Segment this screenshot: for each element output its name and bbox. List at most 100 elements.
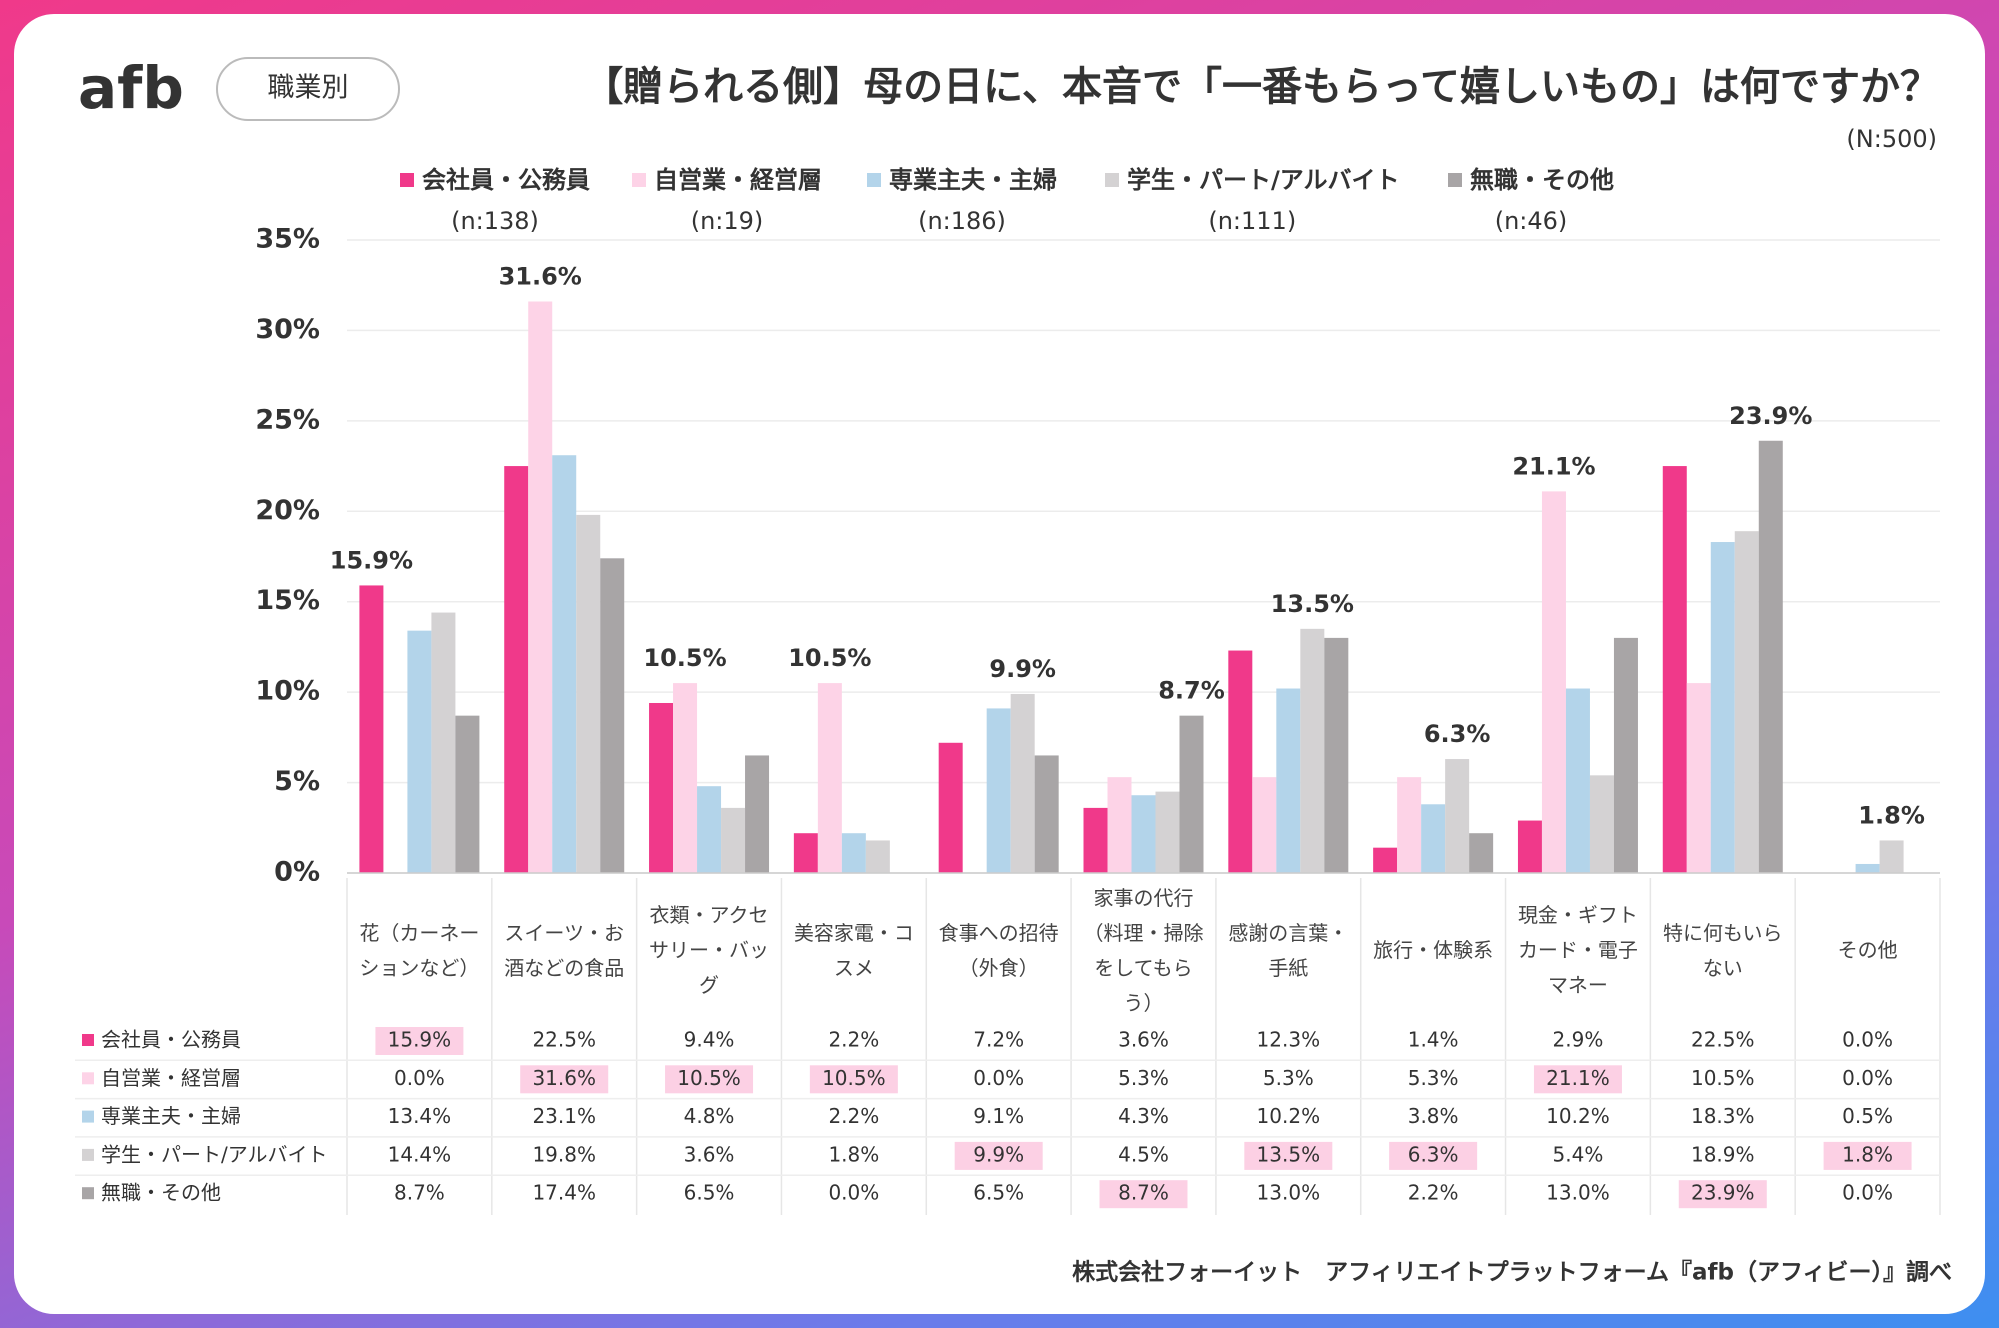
table-cell: 5.3% (1408, 1066, 1459, 1090)
bar (841, 833, 866, 873)
bar (1662, 466, 1687, 873)
x-tick-label: 衣類・アクセサリー・バッグ (649, 903, 770, 997)
table-cell: 15.9% (388, 1028, 452, 1052)
bar (1010, 693, 1035, 873)
table-cell: 12.3% (1257, 1028, 1321, 1052)
table-cell: 2.2% (828, 1104, 879, 1128)
y-tick-label: 35% (255, 224, 320, 255)
bar (793, 833, 818, 873)
cell-highlight (954, 1141, 1043, 1170)
bar (986, 708, 1011, 873)
cell-highlight (1244, 1141, 1333, 1170)
bar (1710, 542, 1735, 873)
row-label: 自営業・経営層 (101, 1066, 241, 1090)
legend-label: 自営業・経営層 (654, 166, 822, 194)
cell-highlight (1823, 1141, 1912, 1170)
category-box: 特に何もいらない (1663, 921, 1783, 980)
legend-n: (n:46) (1495, 207, 1568, 235)
table-cell: 6.3% (1408, 1142, 1459, 1166)
cell-highlight (809, 1065, 898, 1094)
table-cell: 5.3% (1263, 1066, 1314, 1090)
tag-pill (216, 57, 400, 121)
bar (1252, 777, 1277, 873)
category-box: スイーツ・お酒などの食品 (504, 921, 624, 980)
logo: afb (78, 54, 184, 122)
x-tick-label: 花（カーネーションなど） (359, 920, 480, 980)
table-cell: 0.0% (1842, 1181, 1893, 1205)
subtitle: (N:500) (1846, 125, 1937, 153)
chart-title: 【贈られる側】母の日に、本音で「一番もらって嬉しいもの」は何ですか？ (583, 64, 1940, 110)
legend-swatch (1448, 173, 1462, 187)
cell-highlight (520, 1065, 609, 1094)
bar (1541, 491, 1566, 873)
table-cell: 0.0% (973, 1066, 1024, 1090)
legend-swatch (867, 173, 881, 187)
cell-highlight (1533, 1065, 1622, 1094)
category-box: 家事の代行（料理・掃除をしてもらう） (1083, 886, 1203, 1015)
table-cell: 2.2% (1408, 1181, 1459, 1205)
bar (1034, 755, 1059, 873)
bar (1758, 440, 1783, 873)
bar (649, 702, 674, 873)
table-cell: 1.8% (1842, 1142, 1893, 1166)
data-label: 23.9% (1729, 402, 1812, 430)
card (14, 14, 1985, 1314)
legend-label: 専業主夫・主婦 (889, 166, 1057, 194)
legend-swatch (400, 173, 414, 187)
table-cell: 22.5% (532, 1028, 596, 1052)
table-cell: 3.6% (1118, 1028, 1169, 1052)
table-cell: 21.1% (1546, 1066, 1610, 1090)
bar (1083, 807, 1108, 873)
legend-n: (n:138) (451, 207, 539, 235)
table-cell: 10.2% (1257, 1104, 1321, 1128)
row-swatch (82, 1148, 94, 1161)
table-cell: 18.9% (1691, 1142, 1755, 1166)
bar (1517, 820, 1542, 873)
bar (552, 455, 577, 873)
tag: 職業別 (268, 73, 349, 104)
bar (600, 558, 625, 873)
bar (1276, 688, 1301, 873)
bar (1179, 715, 1204, 873)
table-cell: 0.0% (828, 1181, 879, 1205)
category-box: 感謝の言葉・手紙 (1228, 920, 1349, 980)
cell-highlight (665, 1065, 754, 1094)
bar (1565, 688, 1590, 873)
table-cell: 7.2% (973, 1028, 1024, 1052)
bar (576, 514, 601, 873)
y-tick-label: 30% (255, 314, 320, 345)
x-tick-label: その他 (1837, 938, 1898, 962)
x-tick-label: 感謝の言葉・手紙 (1228, 920, 1349, 980)
data-label: 31.6% (499, 262, 582, 290)
table-cell: 13.0% (1257, 1181, 1321, 1205)
data-label: 9.9% (989, 655, 1056, 683)
row-label: 学生・パート/アルバイト (101, 1142, 328, 1166)
table-cell: 13.0% (1546, 1181, 1610, 1205)
cell-highlight (1678, 1180, 1767, 1209)
bar (1421, 804, 1446, 873)
table-cell: 22.5% (1691, 1028, 1755, 1052)
bar (673, 683, 698, 873)
x-tick-label: 食事への招待（外食） (938, 920, 1059, 980)
bar (1445, 759, 1470, 873)
table-cell: 8.7% (1118, 1181, 1169, 1205)
table-cell: 5.4% (1553, 1142, 1604, 1166)
table-cell: 5.3% (1118, 1066, 1169, 1090)
data-label: 13.5% (1271, 590, 1354, 618)
x-tick-label: 美容家電・コスメ (793, 920, 914, 980)
cell-highlight (1389, 1141, 1478, 1170)
table-cell: 18.3% (1691, 1104, 1755, 1128)
data-label: 10.5% (788, 644, 871, 672)
bar (1855, 863, 1880, 873)
row-swatch (82, 1072, 94, 1085)
legend-label: 無職・その他 (1470, 166, 1614, 194)
bar (1397, 777, 1422, 873)
table-cell: 31.6% (532, 1066, 596, 1090)
row-swatch (82, 1187, 94, 1200)
data-label: 1.8% (1858, 801, 1925, 829)
legend-n: (n:111) (1208, 207, 1296, 235)
table-cell: 4.8% (684, 1104, 735, 1128)
row-label: 専業主夫・主婦 (101, 1104, 241, 1128)
table-cell: 23.1% (532, 1104, 596, 1128)
